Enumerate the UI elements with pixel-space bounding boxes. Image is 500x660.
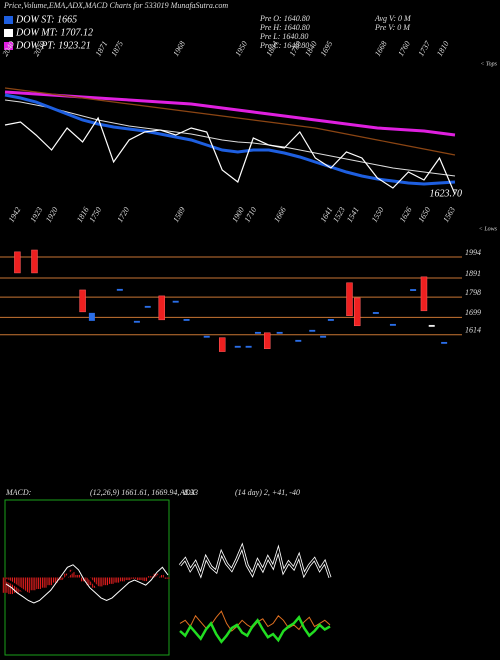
price-bar [320,335,327,338]
legend-label: DOW MT: 1707.12 [15,27,93,38]
series-line [4,90,456,137]
info: Avg V: 0 M [374,14,412,23]
level-label: 1699 [465,308,481,317]
info: Pre L: 1640.80 [259,32,308,41]
panel-subtitle: (14 day) 2, +41, -40 [235,488,300,497]
price-bar [346,282,353,316]
price-bar [218,337,226,352]
side-label: < Tops [480,61,497,67]
info: Pre O: 1640.80 [259,14,310,23]
price-bar [410,289,417,291]
side-label: < Lows [479,226,498,232]
price-bar [254,331,261,334]
price-bar [428,324,435,327]
legend-swatch [4,42,13,50]
price-bar [31,249,38,274]
price-bar [441,341,448,344]
price-bar [276,331,283,334]
info: Pre H: 1640.80 [259,23,310,32]
legend-label: DOW PT: 1923.21 [15,40,91,51]
price-bar [14,251,21,274]
price-bar [327,319,334,321]
price-bar [172,300,179,303]
legend-swatch [4,16,13,24]
series-line [4,87,456,156]
price-bar [158,295,165,321]
price-bar [245,345,252,348]
price-bar [263,332,271,349]
series-line [5,564,169,604]
info: Pre V: 0 M [374,23,411,32]
line-core [179,544,331,578]
series-line [179,615,331,644]
price-bar [116,288,123,291]
info: Pre C: 1640.80 [259,41,309,50]
price-bar [309,329,316,332]
price-bar [79,289,86,313]
price-bar [133,320,140,323]
price-bar [183,319,190,321]
level-label: 1891 [465,269,481,278]
panel-title: ADX [179,488,197,497]
page-title: Price,Volume,EMA,ADX,MACD Charts for 533… [3,1,228,10]
level-label: 1614 [465,326,481,335]
level-label: 1798 [465,288,481,297]
series-line [4,116,456,195]
panel-subtitle: (12,26,9) 1661.61, 1669.94, -8.33 [90,488,198,497]
price-bar [234,345,241,348]
panel-title: MACD: [5,488,32,497]
price-bar [203,335,210,338]
level-label: 1994 [465,248,481,257]
price-bar [372,312,379,314]
series-line [4,99,456,177]
price-annotation: 1623.70 [430,189,463,200]
legend-label: DOW ST: 1665 [15,14,77,25]
price-bar [420,276,428,312]
price-bar [88,312,95,321]
series-line [5,567,168,601]
legend-swatch [4,29,13,37]
price-bar [389,323,396,326]
price-bar [295,339,302,342]
price-bar [353,297,361,327]
price-bar [144,305,151,308]
